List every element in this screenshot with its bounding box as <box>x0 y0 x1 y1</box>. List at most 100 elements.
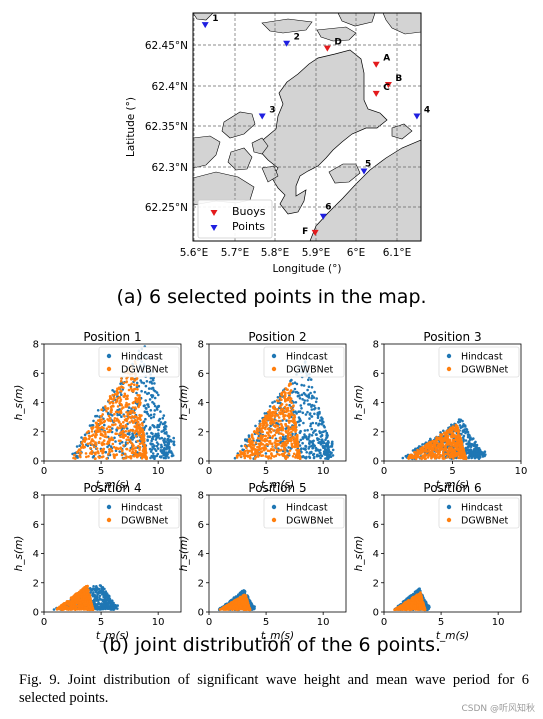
scatter-point-hindcast <box>303 435 306 438</box>
scatter-point-dgwbnet <box>452 451 455 454</box>
scatter-point-dgwbnet <box>75 601 79 604</box>
scatter-point-hindcast <box>414 447 417 451</box>
scatter-point-dgwbnet <box>83 440 87 443</box>
scatter-point-dgwbnet <box>252 430 256 434</box>
scatter-point-dgwbnet <box>128 421 131 424</box>
scatter-point-hindcast <box>308 445 311 448</box>
scatter-point-hindcast <box>468 434 471 437</box>
scatter-point-hindcast <box>463 425 467 428</box>
scatter-point-dgwbnet <box>270 447 273 451</box>
scatter-point-hindcast <box>293 381 297 384</box>
scatter-point-dgwbnet <box>96 419 100 422</box>
scatter-point-hindcast <box>304 445 308 448</box>
scatter-point-dgwbnet <box>91 443 94 446</box>
scatter-point-dgwbnet <box>290 436 294 440</box>
scatter-point-hindcast <box>316 453 319 457</box>
scatter-point-hindcast <box>319 456 322 460</box>
scatter-point-hindcast <box>300 383 303 387</box>
scatter-point-hindcast <box>308 441 311 445</box>
scatter-point-hindcast <box>237 593 241 596</box>
ytick-label: 2 <box>33 578 39 589</box>
scatter-point-dgwbnet <box>455 442 458 446</box>
scatter-point-dgwbnet <box>274 410 277 414</box>
scatter-point-hindcast <box>479 451 482 455</box>
scatter-point-dgwbnet <box>284 457 288 460</box>
scatter-point-dgwbnet <box>99 415 103 418</box>
scatter-point-dgwbnet <box>287 427 290 430</box>
scatter-point-dgwbnet <box>80 595 83 599</box>
scatter-point-hindcast <box>150 454 153 458</box>
scatter-point-hindcast <box>135 391 138 395</box>
legend-label-dgwbnet: DGWBNet <box>121 516 169 527</box>
scatter-point-dgwbnet <box>90 434 94 438</box>
scatter-point-dgwbnet <box>94 442 97 446</box>
point-label-3: 3 <box>269 105 275 115</box>
scatter-point-dgwbnet <box>288 449 292 452</box>
scatter-point-dgwbnet <box>293 445 296 448</box>
scatter-point-dgwbnet <box>274 425 277 429</box>
scatter-point-dgwbnet <box>245 446 248 450</box>
scatter-point-dgwbnet <box>293 442 297 445</box>
scatter-point-hindcast <box>168 440 171 443</box>
scatter-point-hindcast <box>465 451 469 455</box>
scatter-point-dgwbnet <box>133 411 136 415</box>
scatter-point-dgwbnet <box>263 444 267 447</box>
scatter-point-hindcast <box>152 402 156 405</box>
scatter-point-dgwbnet <box>128 449 132 452</box>
scatter-point-hindcast <box>256 439 259 442</box>
scatter-point-hindcast <box>151 378 155 382</box>
scatter-point-dgwbnet <box>107 419 110 422</box>
scatter-point-hindcast <box>311 446 314 450</box>
scatter-point-dgwbnet <box>288 392 292 396</box>
scatter-point-hindcast <box>268 405 272 408</box>
scatter-point-hindcast <box>294 401 298 404</box>
scatter-point-dgwbnet <box>74 596 78 599</box>
scatter-point-hindcast <box>313 404 316 408</box>
series-dgwbnet <box>218 593 252 612</box>
scatter-point-hindcast <box>316 416 320 419</box>
scatter-point-dgwbnet <box>133 414 137 418</box>
scatter-point-dgwbnet <box>63 605 67 608</box>
scatter-point-hindcast <box>166 438 169 441</box>
scatter-point-dgwbnet <box>83 591 86 595</box>
scatter-point-dgwbnet <box>456 451 459 455</box>
scatter-point-dgwbnet <box>446 456 449 459</box>
scatter-point-dgwbnet <box>270 427 273 431</box>
scatter-point-dgwbnet <box>111 442 115 446</box>
scatter-point-dgwbnet <box>286 455 289 459</box>
scatter-point-dgwbnet <box>85 590 89 594</box>
scatter-point-hindcast <box>98 602 102 606</box>
scatter-point-dgwbnet <box>108 416 112 420</box>
scatter-point-hindcast <box>478 449 481 453</box>
scatter-point-hindcast <box>309 451 313 454</box>
scatter-point-hindcast <box>307 403 310 406</box>
scatter-point-dgwbnet <box>285 431 288 434</box>
scatter-point-dgwbnet <box>95 425 98 429</box>
scatter-point-hindcast <box>167 446 170 450</box>
scatter-point-dgwbnet <box>125 377 128 380</box>
scatter-point-dgwbnet <box>119 435 122 438</box>
scatter-point-hindcast <box>162 448 165 452</box>
scatter-point-dgwbnet <box>131 406 135 409</box>
scatter-point-dgwbnet <box>72 456 75 460</box>
ytick-label: 6 <box>33 369 39 380</box>
scatter-point-dgwbnet <box>95 447 99 450</box>
scatter-point-dgwbnet <box>83 602 86 605</box>
scatter-point-dgwbnet <box>444 445 447 448</box>
scatter-point-hindcast <box>86 444 90 448</box>
scatter-point-hindcast <box>326 440 330 443</box>
scatter-point-dgwbnet <box>126 441 129 445</box>
scatter-point-dgwbnet <box>139 427 143 430</box>
scatter-point-dgwbnet <box>453 434 456 438</box>
point-marker-5 <box>360 168 368 175</box>
scatter-point-hindcast <box>305 394 308 398</box>
scatter-point-hindcast <box>306 410 309 414</box>
scatter-point-dgwbnet <box>450 442 454 446</box>
scatter-point-dgwbnet <box>278 453 281 457</box>
scatter-point-dgwbnet <box>109 419 112 423</box>
scatter-point-hindcast <box>162 456 166 460</box>
scatter-point-hindcast <box>288 403 291 407</box>
scatter-point-dgwbnet <box>277 427 280 430</box>
scatter-point-dgwbnet <box>113 412 116 416</box>
legend-marker-dgwbnet <box>271 366 277 372</box>
